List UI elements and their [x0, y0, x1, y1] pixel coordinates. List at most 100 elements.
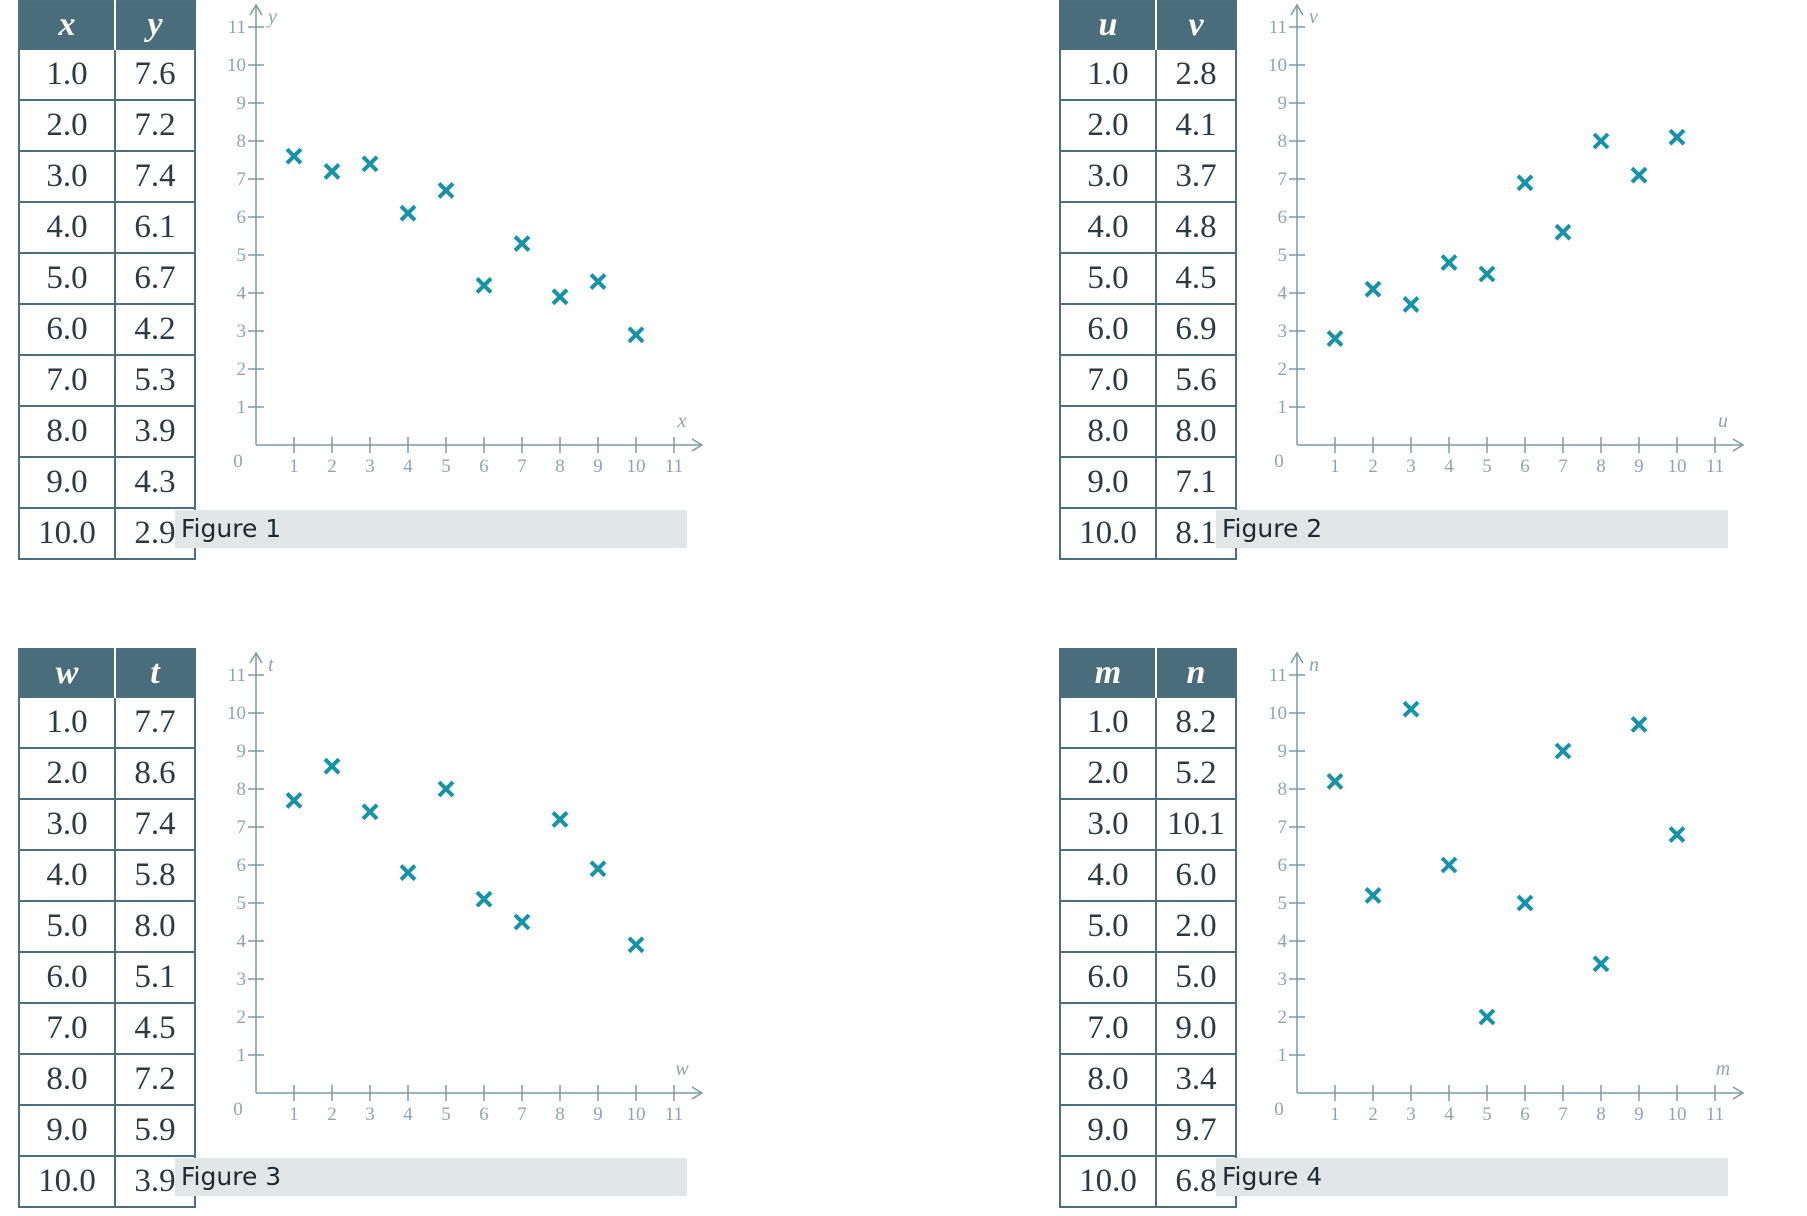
table-row: 2.0 7.2 [18, 99, 196, 152]
y-tick-label: 5 [1278, 245, 1288, 266]
y-tick-label: 2 [237, 1007, 247, 1028]
y-tick-label: 6 [237, 207, 247, 228]
figure-caption: Figure 1 [175, 510, 687, 548]
origin-label: 0 [1274, 451, 1284, 472]
y-tick-label: 10 [227, 703, 246, 724]
y-tick-label: 3 [237, 969, 247, 990]
x-tick-label: 6 [479, 456, 489, 477]
x-tick-label: 6 [479, 1104, 489, 1125]
table-row: 7.0 4.5 [18, 1002, 196, 1055]
x-tick-label: 2 [327, 456, 337, 477]
table-row: 3.0 7.4 [18, 150, 196, 203]
data-point [1554, 742, 1572, 760]
data-point [589, 860, 607, 878]
table-cell: 5.0 [1059, 900, 1157, 953]
x-tick-label: 4 [1444, 456, 1454, 477]
data-point [475, 890, 493, 908]
data-point [627, 936, 645, 954]
y-tick-label: 5 [237, 893, 247, 914]
table-row: 7.0 5.6 [1059, 354, 1237, 407]
y-tick-label: 4 [1278, 283, 1288, 304]
table-header-v: v [1156, 1, 1236, 49]
table-row: 9.0 7.1 [1059, 456, 1237, 509]
table-cell: 5.3 [114, 354, 196, 407]
y-tick-label: 6 [1278, 855, 1288, 876]
y-tick-label: 1 [1278, 397, 1288, 418]
table-cell: 8.6 [114, 747, 196, 800]
table-cell: 6.0 [1059, 303, 1157, 356]
x-tick-label: 6 [1520, 456, 1530, 477]
data-point [1592, 955, 1610, 973]
x-axis-arrow [1732, 1086, 1745, 1100]
data-point [323, 757, 341, 775]
table-cell: 6.7 [114, 252, 196, 305]
y-tick-label: 6 [1278, 207, 1288, 228]
x-tick-label: 10 [627, 1104, 646, 1125]
table-cell: 3.0 [18, 150, 116, 203]
table-row: 5.0 8.0 [18, 900, 196, 953]
y-tick-label: 2 [1278, 1007, 1288, 1028]
table-cell: 4.3 [114, 456, 196, 509]
table-cell: 5.8 [114, 849, 196, 902]
table-row: 1.0 7.6 [18, 48, 196, 101]
y-tick-label: 3 [1278, 969, 1288, 990]
data-point [1516, 174, 1534, 192]
table-row: 6.0 6.9 [1059, 303, 1237, 356]
table-cell: 5.6 [1155, 354, 1237, 407]
table-cell: 7.2 [114, 1053, 196, 1106]
y-axis-arrow [1290, 651, 1304, 664]
data-point [1592, 132, 1610, 150]
table-row: 8.0 8.0 [1059, 405, 1237, 458]
data-point [437, 780, 455, 798]
table-header-n: n [1156, 649, 1236, 697]
table-cell: 7.4 [114, 798, 196, 851]
data-point [1364, 886, 1382, 904]
table-header-x: x [19, 1, 116, 49]
data-point [1402, 295, 1420, 313]
table-row: 4.0 4.8 [1059, 201, 1237, 254]
y-tick-label: 10 [1268, 55, 1287, 76]
table-row: 2.0 5.2 [1059, 747, 1237, 800]
table-row: 1.0 7.7 [18, 696, 196, 749]
x-axis-arrow [691, 438, 704, 452]
table-cell: 5.2 [1155, 747, 1237, 800]
table-row: 6.0 4.2 [18, 303, 196, 356]
x-axis-arrow [691, 1086, 704, 1100]
x-axis-arrow [1732, 438, 1745, 452]
y-tick-label: 5 [237, 245, 247, 266]
table-row: 1.0 8.2 [1059, 696, 1237, 749]
table-row: 7.0 9.0 [1059, 1002, 1237, 1055]
y-tick-label: 1 [237, 1045, 247, 1066]
table-row: 8.0 3.4 [1059, 1053, 1237, 1106]
y-tick-label: 10 [227, 55, 246, 76]
y-tick-label: 8 [237, 131, 247, 152]
x-tick-label: 3 [1406, 1104, 1416, 1125]
y-tick-label: 4 [237, 283, 247, 304]
table-row: 10.0 6.8 [1059, 1155, 1237, 1208]
table-row: 3.0 7.4 [18, 798, 196, 851]
y-tick-label: 6 [237, 855, 247, 876]
y-tick-label: 9 [1278, 93, 1288, 114]
table-cell: 6.9 [1155, 303, 1237, 356]
data-point [1668, 128, 1686, 146]
table-cell: 10.0 [18, 1155, 116, 1208]
data-point [285, 147, 303, 165]
table-cell: 7.1 [1155, 456, 1237, 509]
table-cell: 10.0 [1059, 1155, 1157, 1208]
x-tick-label: 7 [1558, 456, 1568, 477]
x-axis-label: x [677, 410, 687, 432]
table-cell: 8.0 [18, 405, 116, 458]
table-cell: 2.0 [1155, 900, 1237, 953]
table-cell: 4.8 [1155, 201, 1237, 254]
table-header-w: w [19, 649, 116, 697]
x-tick-label: 5 [441, 1104, 451, 1125]
figure-caption: Figure 2 [1216, 510, 1728, 548]
table-cell: 6.0 [1059, 951, 1157, 1004]
table-cell: 8.0 [114, 900, 196, 953]
data-point [323, 162, 341, 180]
table-header-u: u [1060, 1, 1157, 49]
table-row: 1.0 2.8 [1059, 48, 1237, 101]
y-tick-label: 8 [237, 779, 247, 800]
x-axis-label: m [1716, 1058, 1730, 1080]
